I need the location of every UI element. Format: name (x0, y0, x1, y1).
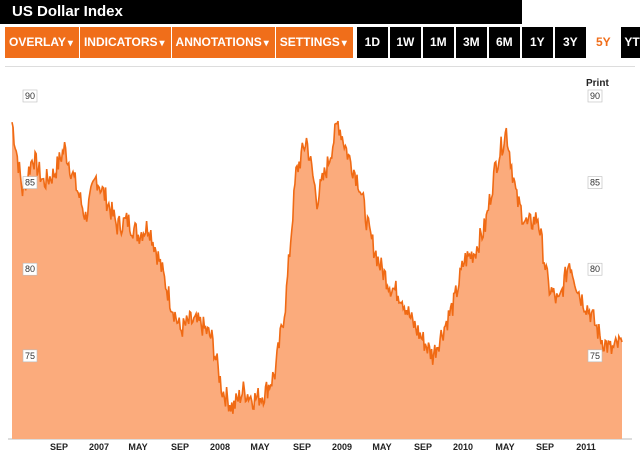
range-1w-button[interactable]: 1W (389, 27, 421, 58)
indicators-menu-label: INDICATORS (83, 35, 158, 49)
x-tick-label: 2010 (453, 442, 473, 452)
x-tick-label: SEP (414, 442, 432, 452)
chevron-down-icon: ▾ (263, 38, 269, 49)
indicators-menu-button[interactable]: INDICATORS ▾ (79, 27, 172, 58)
y-tick-box-right (587, 176, 603, 189)
y-tick-box-right (587, 262, 603, 276)
y-tick-box-left (22, 89, 38, 103)
series-line (11, 120, 623, 414)
x-tick-label: SEP (536, 442, 554, 452)
y-tick-box-left (22, 176, 38, 189)
x-tick-label: 2007 (89, 442, 109, 452)
y-tick-box-left (22, 349, 38, 363)
toolbar-divider (5, 66, 635, 67)
y-tick-label-left: 75 (25, 351, 35, 361)
x-tick-label: SEP (50, 442, 68, 452)
y-tick-box-right (587, 349, 603, 363)
page-title: US Dollar Index (0, 0, 522, 24)
range-1d-button[interactable]: 1D (356, 27, 388, 58)
x-tick-label: MAY (495, 442, 514, 452)
settings-menu-label: SETTINGS (279, 35, 340, 49)
annotations-menu-button[interactable]: ANNOTATIONS ▾ (171, 27, 276, 58)
overlay-menu-button[interactable]: OVERLAY ▾ (5, 27, 80, 58)
x-tick-label: MAY (250, 442, 269, 452)
print-link[interactable]: Print (586, 78, 609, 89)
chevron-down-icon: ▾ (341, 38, 347, 49)
x-tick-label: 2009 (332, 442, 352, 452)
range-3m-button[interactable]: 3M (455, 27, 487, 58)
range-1y-button[interactable]: 1Y (521, 27, 553, 58)
x-tick-label: 2008 (210, 442, 230, 452)
x-tick-label: SEP (171, 442, 189, 452)
price-chart[interactable]: 75 75 80 80 85 85 90 90 SEP 2007 MAY SEP 2008 MAY SEP 2… (0, 70, 640, 456)
y-tick-label-left: 90 (25, 91, 35, 101)
y-tick-label-right: 75 (590, 351, 600, 361)
range-3y-button[interactable]: 3Y (554, 27, 586, 58)
chevron-down-icon: ▾ (159, 38, 165, 49)
range-5y-button[interactable]: 5Y (587, 27, 619, 58)
annotations-menu-label: ANNOTATIONS (175, 35, 262, 49)
x-tick-label: 2011 (576, 442, 596, 452)
y-tick-label-right: 85 (590, 178, 600, 188)
x-tick-label: MAY (372, 442, 391, 452)
range-6m-button[interactable]: 6M (488, 27, 520, 58)
range-ytd-button[interactable]: YTD (620, 27, 640, 58)
chart-toolbar: OVERLAY ▾ INDICATORS ▾ ANNOTATIONS ▾ SETTIN… (5, 27, 640, 58)
x-tick-label: MAY (128, 442, 147, 452)
y-tick-box-left (22, 262, 38, 276)
y-tick-label-left: 80 (25, 264, 35, 274)
y-tick-label-right: 90 (590, 91, 600, 101)
y-tick-label-right: 80 (590, 264, 600, 274)
range-1m-button[interactable]: 1M (422, 27, 454, 58)
series-area (12, 121, 622, 439)
chevron-down-icon: ▾ (67, 38, 73, 49)
y-tick-label-left: 85 (25, 178, 35, 188)
y-tick-box-right (587, 89, 603, 103)
overlay-menu-label: OVERLAY (9, 35, 66, 49)
x-tick-label: SEP (293, 442, 311, 452)
settings-menu-button[interactable]: SETTINGS ▾ (275, 27, 354, 58)
